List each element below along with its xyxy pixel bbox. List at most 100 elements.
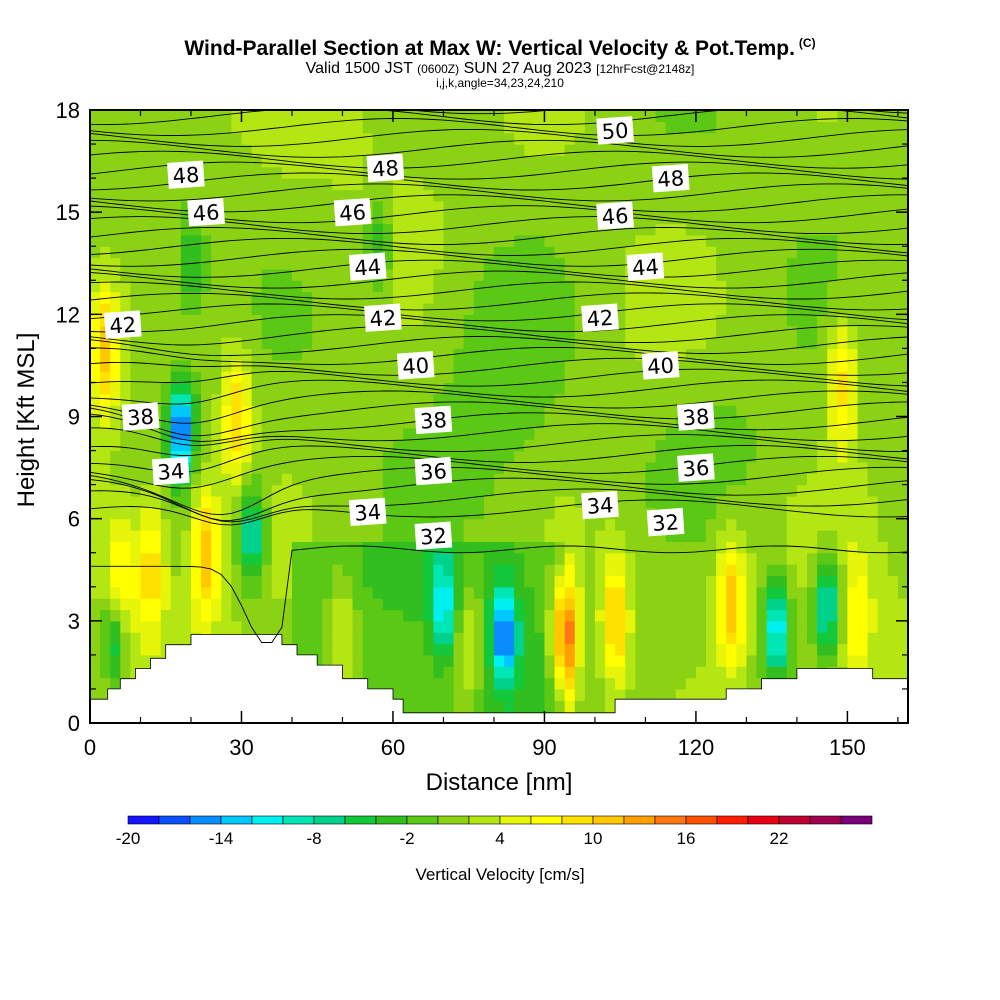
field-cell [504, 405, 515, 418]
field-cell [221, 223, 232, 236]
field-cell [241, 461, 253, 474]
field-cell [473, 495, 485, 508]
field-cell [665, 495, 677, 508]
field-cell [534, 110, 546, 122]
field-cell [281, 518, 293, 531]
field-cell [605, 268, 616, 281]
field-cell [564, 541, 576, 554]
field-cell [524, 200, 535, 213]
field-cell [695, 212, 707, 225]
field-cell [483, 473, 495, 486]
field-cell [504, 280, 515, 293]
field-cell [786, 427, 798, 440]
field-cell [877, 564, 889, 577]
field-cell [695, 609, 707, 622]
field-cell [241, 132, 253, 145]
field-cell [827, 564, 838, 577]
field-cell [857, 598, 869, 611]
field-cell [483, 518, 495, 531]
field-cell [140, 223, 152, 236]
theta-label: 38 [414, 405, 453, 435]
field-cell [867, 121, 879, 134]
field-cell [453, 382, 465, 395]
field-cell [140, 654, 152, 667]
field-cell [241, 507, 253, 520]
field-cell [524, 507, 535, 520]
field-cell [544, 564, 556, 577]
field-cell [827, 654, 838, 667]
field-cell [817, 564, 828, 577]
field-cell [251, 473, 263, 486]
field-cell [625, 495, 636, 508]
field-cell [897, 598, 908, 611]
field-cell [807, 484, 818, 497]
field-cell [493, 495, 505, 508]
field-cell [857, 518, 869, 531]
field-cell [796, 325, 808, 338]
field-cell [433, 132, 445, 145]
field-cell [675, 382, 687, 395]
field-cell [817, 212, 828, 225]
field-cell [271, 166, 283, 179]
field-cell [766, 291, 778, 304]
field-cell [615, 291, 626, 304]
field-cell [837, 427, 849, 440]
field-cell [706, 121, 717, 134]
field-cell [100, 155, 111, 168]
field-cell [140, 473, 152, 486]
field-cell [110, 246, 121, 259]
field-cell [281, 564, 293, 577]
field-cell [594, 666, 606, 679]
field-cell [635, 575, 647, 588]
field-cell [291, 155, 303, 168]
field-cell [271, 507, 283, 520]
field-cell [655, 302, 667, 315]
field-cell [867, 155, 879, 168]
field-cell [231, 144, 243, 157]
field-cell [786, 314, 798, 327]
field-cell [443, 688, 455, 701]
field-cell [201, 359, 212, 372]
field-cell [625, 461, 636, 474]
field-cell [342, 268, 354, 281]
field-cell [766, 348, 778, 361]
field-cell [332, 166, 344, 179]
field-cell [241, 110, 253, 122]
field-cell [281, 212, 293, 225]
field-cell [887, 189, 899, 202]
field-cell [847, 268, 859, 281]
field-cell [261, 371, 273, 384]
field-cell [271, 620, 283, 633]
field-cell [423, 427, 434, 440]
field-cell [635, 461, 647, 474]
field-cell [352, 427, 364, 440]
field-cell [605, 620, 616, 633]
field-cell [423, 337, 434, 349]
field-cell [746, 155, 758, 168]
field-cell [615, 439, 626, 452]
field-cell [473, 688, 485, 701]
field-cell [564, 110, 576, 122]
field-cell [574, 495, 586, 508]
field-cell [594, 484, 606, 497]
field-cell [625, 654, 636, 667]
field-cell [483, 541, 495, 554]
field-cell [897, 223, 908, 236]
field-cell [342, 586, 354, 599]
field-cell [463, 302, 475, 315]
field-cell [403, 212, 414, 225]
field-cell [403, 473, 414, 486]
field-cell [544, 110, 556, 122]
field-cell [140, 632, 152, 645]
field-cell [615, 416, 626, 429]
field-cell [534, 189, 546, 202]
field-cell [453, 620, 465, 633]
field-cell [625, 439, 636, 452]
field-cell [382, 518, 394, 531]
field-cell [726, 654, 737, 667]
field-cell [817, 302, 828, 315]
field-cell [150, 189, 162, 202]
field-cell [231, 552, 243, 565]
field-cell [665, 620, 677, 633]
field-cell [110, 450, 121, 463]
